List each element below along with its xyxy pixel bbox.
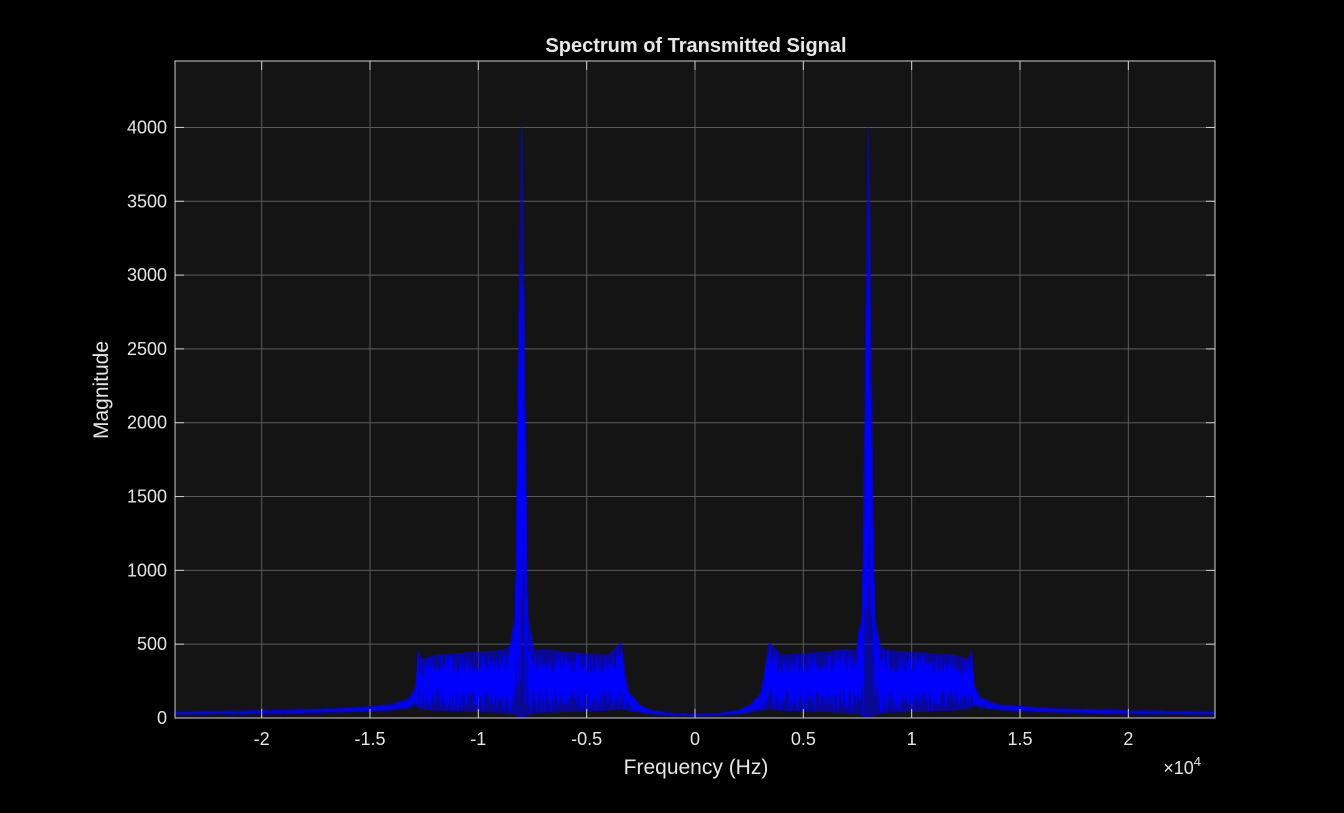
- x-tick-label: -1.5: [354, 729, 385, 749]
- chart-title: Spectrum of Transmitted Signal: [545, 35, 846, 57]
- x-exponent-base: ×10: [1163, 758, 1194, 778]
- y-tick-labels: 0 500 1000 1500 2000 2500 3000 3500 4000: [127, 117, 167, 728]
- x-exponent-power: 4: [1194, 754, 1201, 769]
- x-tick-label: -2: [254, 729, 270, 749]
- x-tick-label: -1: [470, 729, 486, 749]
- y-tick-label: 1000: [127, 560, 167, 580]
- y-tick-label: 3000: [127, 265, 167, 285]
- x-tick-label: 0.5: [791, 729, 816, 749]
- x-tick-label: 0: [690, 729, 700, 749]
- y-tick-label: 4000: [127, 117, 167, 137]
- x-tick-label: 1: [907, 729, 917, 749]
- tick-marks: [175, 61, 1215, 719]
- x-tick-label: -0.5: [571, 729, 602, 749]
- x-axis-exponent: ×104: [1163, 754, 1201, 778]
- y-tick-label: 3500: [127, 191, 167, 211]
- y-axis-label: Magnitude: [90, 341, 113, 439]
- y-tick-label: 2000: [127, 413, 167, 433]
- y-tick-label: 2500: [127, 339, 167, 359]
- y-tick-label: 0: [157, 708, 167, 728]
- x-axis-label: Frequency (Hz): [624, 756, 769, 779]
- y-tick-label: 500: [137, 634, 167, 654]
- x-tick-labels: -2 -1.5 -1 -0.5 0 0.5 1 1.5 2: [254, 729, 1134, 749]
- y-tick-label: 1500: [127, 487, 167, 507]
- x-tick-label: 2: [1123, 729, 1133, 749]
- x-tick-label: 1.5: [1007, 729, 1032, 749]
